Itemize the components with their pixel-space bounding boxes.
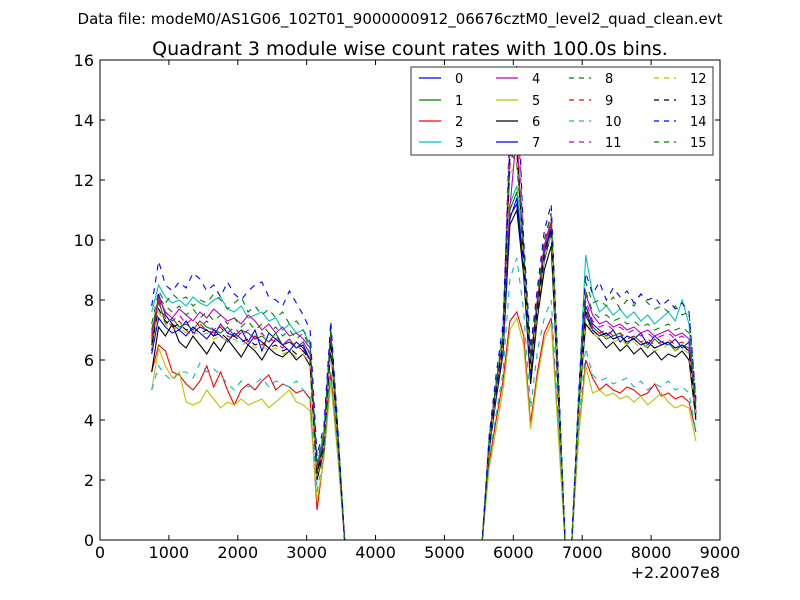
legend-label-5: 5 xyxy=(532,94,540,109)
legend-label-11: 11 xyxy=(605,136,622,151)
x-axis: 0 1000 2000 3000 4000 5000 6000 7000 8000 9000 xyxy=(95,60,740,562)
legend-label-14: 14 xyxy=(690,115,707,130)
figure-suptitle: Data file: modeM0/AS1G06_102T01_90000009… xyxy=(78,10,723,29)
x-tick-label: 4000 xyxy=(355,543,396,562)
legend-label-13: 13 xyxy=(690,94,707,109)
x-tick-label: 8000 xyxy=(631,543,672,562)
y-tick-label: 14 xyxy=(74,111,94,130)
y-tick-label: 10 xyxy=(74,231,94,250)
legend-label-6: 6 xyxy=(532,115,540,130)
x-tick-label: 5000 xyxy=(424,543,465,562)
legend-label-3: 3 xyxy=(455,136,463,151)
x-tick-label: 7000 xyxy=(562,543,603,562)
y-tick-label: 2 xyxy=(84,471,94,490)
series-line-13 xyxy=(151,148,697,541)
legend-frame xyxy=(410,66,714,156)
legend-label-0: 0 xyxy=(455,72,463,87)
series-line-8 xyxy=(151,152,697,541)
chart-title: Quadrant 3 module wise count rates with … xyxy=(152,38,668,60)
x-tick-label: 2000 xyxy=(217,543,258,562)
y-tick-label: 0 xyxy=(84,531,94,550)
x-tick-label: 0 xyxy=(95,543,105,562)
x-tick-label: 3000 xyxy=(286,543,327,562)
y-tick-label: 16 xyxy=(74,51,94,70)
y-tick-label: 4 xyxy=(84,411,94,430)
x-axis-offset-label: +2.2007e8 xyxy=(631,563,720,582)
legend-label-9: 9 xyxy=(605,94,613,109)
legend-label-12: 12 xyxy=(690,72,707,87)
legend-label-7: 7 xyxy=(532,136,540,151)
y-tick-label: 8 xyxy=(84,291,94,310)
x-tick-label: 6000 xyxy=(493,543,534,562)
x-tick-label: 9000 xyxy=(700,543,741,562)
legend-label-4: 4 xyxy=(532,72,540,87)
legend-label-1: 1 xyxy=(455,94,463,109)
legend-label-15: 15 xyxy=(690,136,707,151)
series-line-10 xyxy=(151,257,697,541)
legend-label-2: 2 xyxy=(455,115,463,130)
y-tick-label: 6 xyxy=(84,351,94,370)
series-line-14 xyxy=(151,65,697,541)
series-line-12 xyxy=(151,160,697,541)
legend-label-8: 8 xyxy=(605,72,613,87)
x-tick-label: 1000 xyxy=(149,543,190,562)
y-tick-label: 12 xyxy=(74,171,94,190)
legend-label-10: 10 xyxy=(605,115,622,130)
